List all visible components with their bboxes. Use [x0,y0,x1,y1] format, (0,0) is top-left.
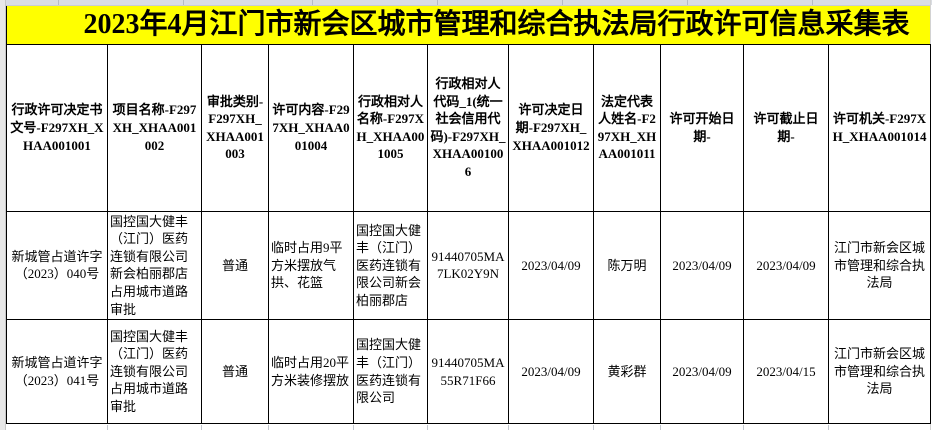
table-row: 新城管占道许字（2023）040号 国控国大健丰（江门）医药连锁有限公司新会柏丽… [6,210,932,321]
cell[interactable]: 2023/04/15 [743,319,829,425]
gridline-tick [593,425,594,430]
gridline-tick [58,0,59,5]
header-row: 行政许可决定书文号-F297XH_XHAA001001 项目名称-F297XH_… [6,43,932,212]
gridline-tick [107,425,108,430]
gridline-tick [743,425,744,430]
table-row: 新城管占道许字（2023）041号 国控国大健丰（江门）医药连锁有限公司占用城市… [6,319,932,425]
cell[interactable]: 临时占用9平方米摆放气拱、花篮 [268,210,354,321]
cell[interactable]: 2023/04/09 [508,319,594,425]
gridline-tick [660,425,661,430]
cell[interactable]: 2023/04/09 [660,210,744,321]
sheet-margin-left [0,0,6,430]
gridline-tick [268,425,269,430]
gridline-tick [312,0,313,5]
header-doc-number[interactable]: 行政许可决定书文号-F297XH_XHAA001001 [6,43,108,212]
gridline-tick [201,425,202,430]
gridline-tick [828,425,829,430]
cell[interactable]: 2023/04/09 [508,210,594,321]
header-project-name[interactable]: 项目名称-F297XH_XHAA001002 [107,43,202,212]
gridline-tick [353,425,354,430]
cell[interactable]: 91440705MA55R71F66 [427,319,509,425]
gridline-tick [183,0,184,5]
header-permit-content[interactable]: 许可内容-F297XH_XHAA001004 [268,43,354,212]
header-end-date[interactable]: 许可截止日期- [743,43,829,212]
cell[interactable]: 临时占用20平方米装修摆放 [268,319,354,425]
cell[interactable]: 91440705MA7LK02Y9N [427,210,509,321]
gridline-tick [687,0,688,5]
header-legal-rep-name[interactable]: 法定代表人姓名-F297XH_XHAA001011 [593,43,661,212]
cell[interactable]: 普通 [201,210,269,321]
gridline-tick [812,0,813,5]
gridline-tick [427,425,428,430]
gridline-tick [508,425,509,430]
header-start-date[interactable]: 许可开始日期- [660,43,744,212]
header-permit-authority[interactable]: 许可机关-F297XH_XHAA001014 [827,43,932,212]
permit-info-table: 2023年4月江门市新会区城市管理和综合执法局行政许可信息采集表 行政许可决定书… [5,5,932,425]
cell[interactable]: 国控国大健丰（江门）医药连锁有限公司占用城市道路审批 [107,319,202,425]
cell[interactable]: 国控国大健丰（江门）医药连锁有限公司新会柏丽郡店占用城市道路审批 [107,210,202,321]
cell[interactable]: 新城管占道许字（2023）040号 [6,210,108,321]
header-decision-date[interactable]: 许可决定日期-F297XH_XHAA001012 [508,43,594,212]
sheet-margin-top [0,0,932,5]
cell[interactable]: 新城管占道许字（2023）041号 [6,319,108,425]
gridline-tick [562,0,563,5]
cell[interactable]: 江门市新会区城市管理和综合执法局 [827,319,932,425]
cell[interactable]: 黄彩群 [593,319,661,425]
cell[interactable]: 2023/04/09 [660,319,744,425]
title-row: 2023年4月江门市新会区城市管理和综合执法局行政许可信息采集表 [5,5,932,45]
cell[interactable]: 江门市新会区城市管理和综合执法局 [827,210,932,321]
cell[interactable]: 国控国大健丰（江门）医药连锁有限公司 [353,319,428,425]
header-approval-category[interactable]: 审批类别-F297XH_XHAA001003 [201,43,269,212]
cell[interactable]: 2023/04/09 [743,210,829,321]
gridline-tick [437,0,438,5]
cell[interactable]: 陈万明 [593,210,661,321]
cell[interactable]: 普通 [201,319,269,425]
header-counterpart-code[interactable]: 行政相对人代码_1(统一社会信用代码)-F297XH_XHAA001006 [427,43,509,212]
header-counterpart-name[interactable]: 行政相对人名称-F297XH_XHAA001005 [353,43,428,212]
table-title[interactable]: 2023年4月江门市新会区城市管理和综合执法局行政许可信息采集表 [5,5,932,45]
cell[interactable]: 国控国大健丰（江门）医药连锁有限公司新会柏丽郡店 [353,210,428,321]
